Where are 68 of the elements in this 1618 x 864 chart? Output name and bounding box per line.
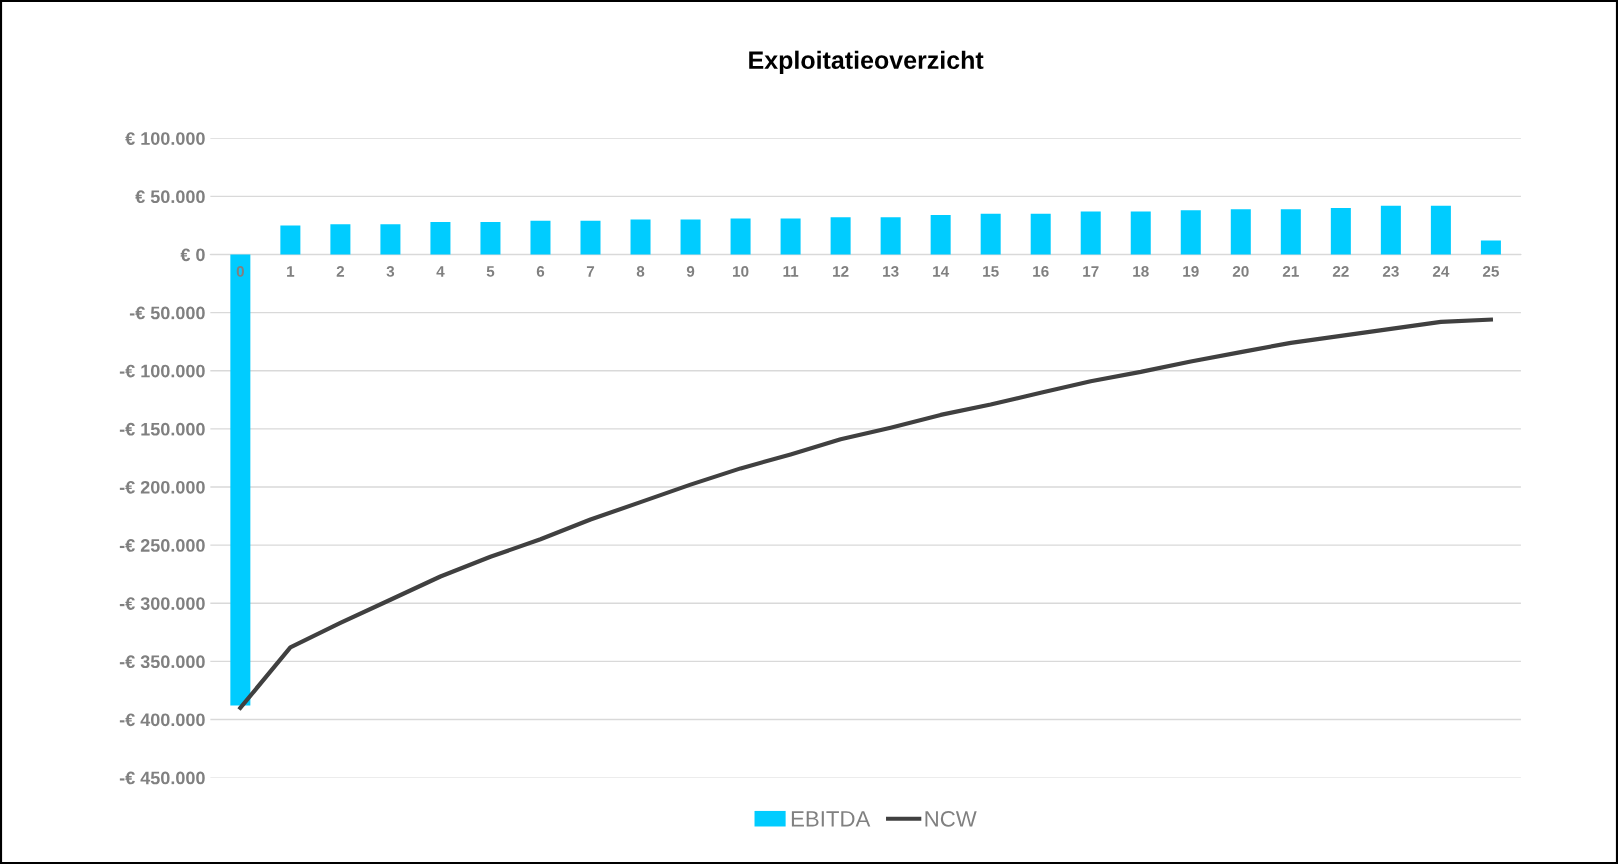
bar: [430, 221, 451, 255]
chart-title: Exploitatieoverzicht: [749, 50, 984, 74]
x-tick-label: 23: [1382, 266, 1399, 277]
x-tick-label: 10: [733, 266, 749, 277]
x-tick-label: 7: [586, 266, 595, 277]
y-tick-label: -€ 400.000: [119, 713, 205, 727]
x-tick-label: 19: [1183, 266, 1199, 277]
x-tick-label: 6: [536, 266, 545, 277]
x-tick-label: 18: [1133, 266, 1149, 277]
bar: [480, 221, 501, 255]
bar: [780, 218, 801, 255]
bar: [580, 220, 601, 255]
x-tick-label: 22: [1332, 266, 1349, 277]
y-tick-label: -€ 250.000: [119, 539, 205, 552]
y-tick-label: € 0: [180, 248, 205, 262]
x-tick-label: 2: [336, 266, 345, 277]
y-tick-label: -€ 300.000: [119, 597, 205, 610]
legend-label: EBITDA: [791, 811, 871, 827]
bar: [1130, 211, 1151, 255]
x-tick-label: 11: [783, 266, 799, 277]
y-tick-label: -€ 100.000: [119, 364, 205, 378]
bar: [1180, 210, 1201, 255]
bar: [280, 225, 301, 255]
x-tick-label: 20: [1232, 266, 1249, 277]
bar: [880, 217, 901, 255]
bar: [380, 224, 401, 255]
bar: [1080, 211, 1101, 255]
legend-label: NCW: [925, 810, 977, 827]
y-tick-label: € 50.000: [135, 190, 205, 204]
bar: [1430, 205, 1451, 255]
bar: [930, 214, 951, 255]
bar: [680, 219, 701, 255]
x-tick-label: 24: [1432, 266, 1450, 277]
bar: [230, 254, 251, 706]
bar: [830, 217, 851, 255]
bar: [1380, 205, 1401, 255]
x-tick-label: 9: [686, 266, 695, 277]
bar: [1030, 213, 1051, 255]
y-tick-label: -€ 50.000: [129, 306, 205, 320]
x-tick-label: 0: [236, 266, 244, 277]
y-tick-label: -€ 150.000: [119, 422, 205, 436]
bar: [980, 213, 1001, 255]
bar: [530, 220, 551, 255]
y-tick-label: -€ 450.000: [119, 771, 205, 785]
y-tick-label: -€ 350.000: [119, 655, 205, 669]
bar: [1280, 209, 1301, 255]
x-tick-label: 14: [933, 266, 950, 277]
x-tick-label: 15: [983, 266, 999, 277]
bar: [1330, 207, 1351, 255]
x-tick-label: 3: [386, 266, 395, 277]
bar: [330, 224, 351, 255]
x-tick-label: 8: [636, 266, 645, 277]
x-tick-label: 5: [486, 266, 495, 277]
line-series: [238, 317, 1493, 710]
bar: [1480, 240, 1501, 255]
x-tick-label: 17: [1083, 266, 1099, 277]
x-tick-label: 1: [287, 266, 295, 277]
x-tick-label: 21: [1282, 266, 1299, 277]
bar: [1230, 209, 1251, 255]
bar: [630, 219, 651, 255]
x-tick-label: 25: [1482, 266, 1499, 277]
x-tick-label: 13: [883, 266, 899, 277]
x-tick-label: 4: [436, 266, 445, 277]
y-tick-label: € 100.000: [125, 132, 205, 145]
x-tick-label: 16: [1033, 266, 1049, 277]
x-tick-label: 12: [833, 266, 849, 277]
bar: [730, 218, 751, 255]
y-tick-label: -€ 200.000: [119, 480, 205, 494]
